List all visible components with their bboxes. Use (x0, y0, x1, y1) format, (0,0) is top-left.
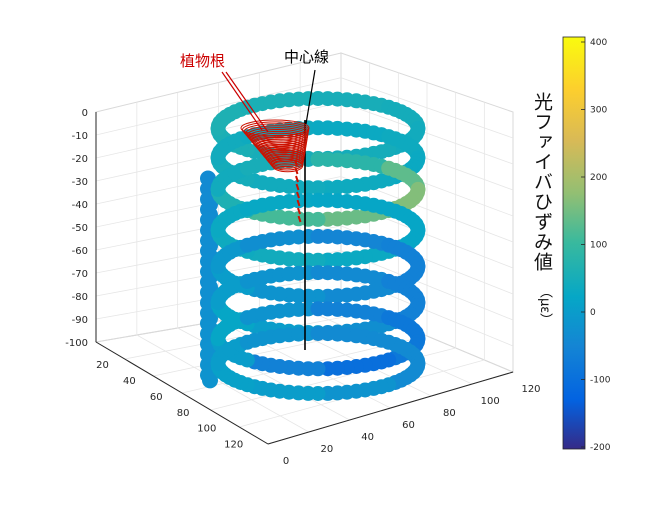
z-tick-label: -10 (72, 131, 88, 142)
fiber-point (210, 356, 226, 371)
y-tick-label: 20 (320, 444, 333, 455)
y-tick-label: 100 (481, 396, 500, 407)
root-strand (294, 167, 299, 175)
x-tick-label: 100 (197, 424, 216, 435)
root-strand (294, 159, 298, 167)
z-tick-label: -70 (72, 269, 88, 280)
root-strand (296, 199, 301, 207)
fiber-point (210, 150, 226, 166)
root-strand (252, 134, 308, 151)
z-tick-label: -40 (72, 200, 88, 211)
x-axis-line (95, 341, 269, 445)
root-strand (295, 175, 299, 183)
root-strand (270, 157, 304, 171)
fiber-helix (200, 91, 426, 401)
plant-root (240, 119, 310, 223)
root-strand (296, 191, 300, 199)
center-annotation: 中心線 (284, 48, 329, 66)
colorbar-tick-label: 0 (590, 308, 596, 318)
root-annotation-leader-2 (225, 71, 269, 133)
z-tick-label: -80 (72, 292, 88, 303)
z-tick-label: -30 (72, 177, 88, 188)
fiber-point (210, 258, 226, 274)
y-tick-label: 80 (443, 408, 456, 419)
fiber-point (202, 372, 218, 389)
z-tick-label: -20 (72, 154, 88, 165)
root-strand (240, 119, 310, 137)
fiber-point (210, 331, 226, 347)
root-strand (249, 130, 308, 147)
x-tick-label: 20 (96, 360, 109, 371)
root-strand (254, 136, 307, 152)
root-strand (272, 159, 304, 173)
colorbar-unit: （με） (537, 285, 552, 327)
colorbar-tick-label: 300 (590, 106, 607, 116)
colorbar-tick-label: 100 (590, 241, 607, 251)
colorbar-tick-label: 200 (590, 173, 607, 183)
y-axis-line (267, 371, 514, 445)
root-strand (267, 153, 305, 168)
fiber-point (210, 121, 226, 136)
root-strand (266, 151, 305, 166)
x-tick-label: 60 (150, 392, 163, 403)
root-strand (251, 132, 308, 149)
z-tick-label: 0 (82, 108, 88, 119)
x-tick-label: 40 (123, 376, 136, 387)
z-tick-label: -50 (72, 223, 88, 234)
colorbar-tick-label: -100 (590, 376, 611, 386)
root-strand (295, 183, 300, 191)
colorbar-tick-label: 400 (590, 38, 607, 48)
root-strand (264, 149, 305, 164)
y-tick-label: 60 (402, 420, 415, 431)
colorbar-tick-label: -200 (590, 443, 611, 453)
root-annotation: 植物根 (180, 52, 225, 70)
z-tick-label: -100 (65, 338, 88, 349)
x-tick-label: 80 (177, 408, 190, 419)
root-annotation-leader (221, 71, 263, 131)
y-tick-label: 0 (283, 456, 289, 467)
colorbar-label: 光ファイバひずみ値 (531, 92, 553, 272)
fiber-point (210, 222, 226, 238)
root-strand (297, 207, 301, 215)
root-strand (297, 215, 302, 223)
root-strand (269, 155, 304, 169)
y-tick-label: 120 (521, 384, 540, 395)
fiber-point (210, 181, 226, 197)
root-strand (255, 138, 307, 154)
fiber-point (210, 295, 226, 311)
z-tick-label: -90 (72, 315, 88, 326)
center-annotation-leader (305, 69, 316, 125)
z-tick-label: -60 (72, 246, 88, 257)
colorbar (562, 36, 586, 450)
x-tick-label: 120 (224, 440, 243, 451)
y-tick-label: 40 (361, 432, 374, 443)
root-strand (263, 148, 305, 162)
